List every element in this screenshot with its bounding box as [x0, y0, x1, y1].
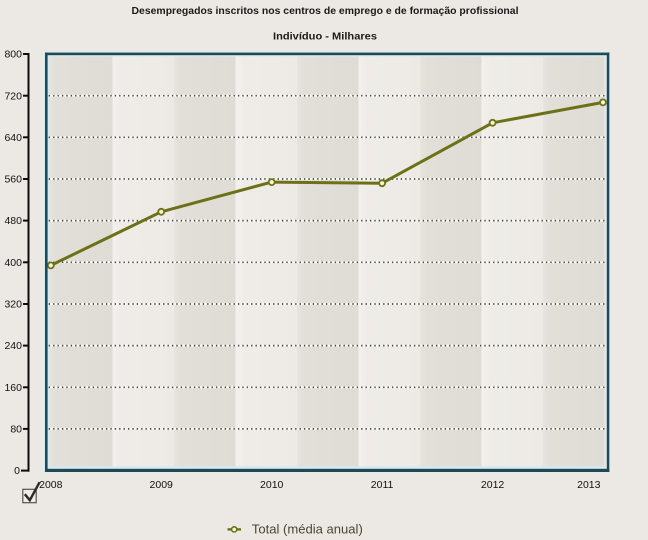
- svg-text:Desempregados inscritos nos ce: Desempregados inscritos nos centros de e…: [132, 6, 519, 17]
- svg-text:800: 800: [4, 49, 22, 61]
- svg-text:80: 80: [10, 424, 22, 436]
- svg-text:2010: 2010: [260, 479, 284, 491]
- svg-text:320: 320: [4, 299, 22, 311]
- svg-text:160: 160: [4, 382, 22, 394]
- svg-text:640: 640: [4, 132, 22, 144]
- svg-text:480: 480: [4, 215, 22, 227]
- svg-text:Total (média anual): Total (média anual): [252, 521, 363, 536]
- svg-text:2009: 2009: [150, 479, 174, 491]
- svg-text:2011: 2011: [371, 479, 394, 491]
- svg-text:560: 560: [4, 174, 22, 186]
- svg-text:2012: 2012: [481, 479, 505, 491]
- svg-text:400: 400: [4, 257, 22, 269]
- svg-text:2013: 2013: [577, 479, 601, 491]
- svg-text:2008: 2008: [39, 479, 63, 491]
- svg-text:240: 240: [4, 340, 22, 352]
- svg-text:720: 720: [4, 90, 22, 102]
- svg-text:0: 0: [14, 465, 20, 477]
- svg-text:Indivíduo - Milhares: Indivíduo - Milhares: [273, 32, 377, 43]
